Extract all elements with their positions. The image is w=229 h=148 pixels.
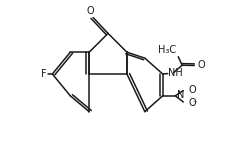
Text: ⁻: ⁻ [192, 100, 196, 109]
Text: O: O [188, 98, 195, 108]
Text: O: O [188, 85, 195, 95]
Text: H₃C: H₃C [157, 45, 175, 55]
Text: O: O [197, 61, 204, 70]
Text: O: O [86, 6, 94, 16]
Text: NH: NH [168, 68, 182, 78]
Text: F: F [41, 69, 46, 79]
Text: N: N [176, 90, 183, 100]
